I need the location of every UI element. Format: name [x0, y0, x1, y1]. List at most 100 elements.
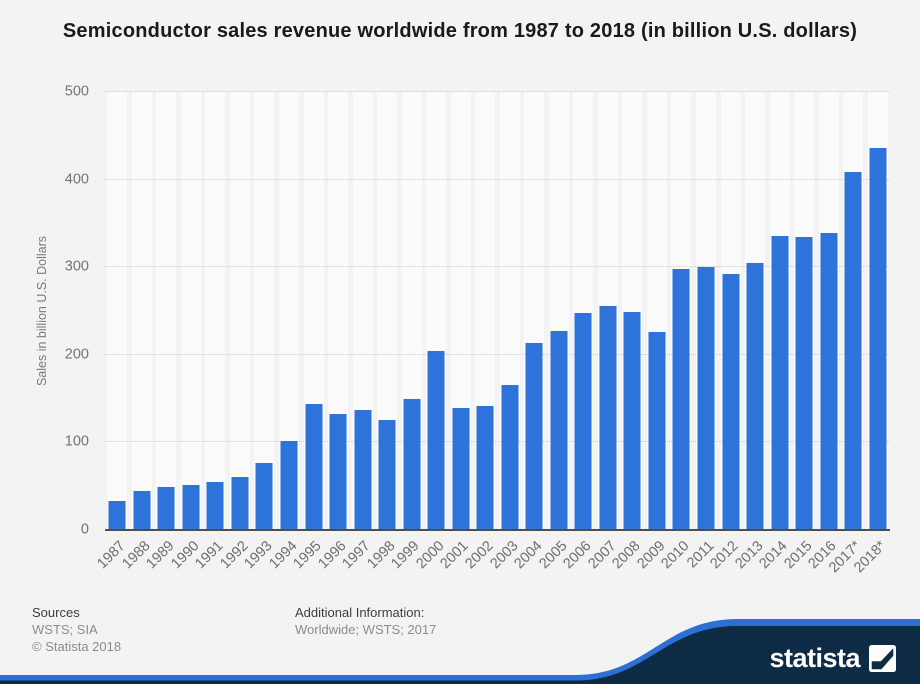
- bar-1988[interactable]: [133, 490, 151, 530]
- column-2015: 2015: [781, 92, 817, 572]
- bar-2000[interactable]: [427, 351, 445, 530]
- column-2002: 2002: [462, 92, 498, 572]
- column-band: [131, 92, 152, 530]
- column-2014: 2014: [757, 92, 792, 572]
- bar-2005[interactable]: [550, 331, 568, 530]
- y-axis-title: Sales in billion U.S. Dollars: [35, 235, 49, 387]
- column-1987: 1987: [94, 92, 130, 572]
- bar-1998[interactable]: [378, 419, 396, 530]
- gridline-200: 200: [65, 346, 890, 362]
- bar-2016[interactable]: [820, 233, 838, 530]
- column-2017-est: 2017*: [826, 92, 866, 576]
- plot-area: Sales in billion U.S. Dollars 0 100 200 300…: [35, 83, 890, 576]
- column-1999: 1999: [389, 92, 424, 572]
- bar-2015[interactable]: [795, 236, 813, 530]
- additional-info-value: Worldwide; WSTS; 2017: [295, 622, 437, 637]
- column-1997: 1997: [340, 92, 375, 572]
- bar-2013[interactable]: [746, 262, 764, 530]
- y-tick-label-100: 100: [64, 433, 89, 450]
- column-1992: 1992: [217, 92, 253, 572]
- column-2006: 2006: [561, 92, 596, 572]
- statista-wordmark: statista: [769, 643, 860, 673]
- bar-columns: 1987 1988 1989 1990 1991 1992 1993 1994 1995 1996…: [94, 92, 890, 576]
- bar-1992[interactable]: [231, 477, 249, 530]
- gridline-300: 300: [65, 259, 890, 275]
- column-2012: 2012: [708, 92, 743, 572]
- column-2004: 2004: [511, 92, 547, 572]
- sources-label: Sources: [32, 605, 80, 620]
- column-band: [156, 92, 177, 530]
- chart-title: Semiconductor sales revenue worldwide fr…: [62, 20, 858, 42]
- column-2000: 2000: [413, 92, 449, 572]
- y-tick-label-400: 400: [64, 170, 89, 187]
- bar-1994[interactable]: [280, 440, 298, 530]
- bar-1999[interactable]: [403, 399, 421, 530]
- bar-1990[interactable]: [182, 485, 200, 530]
- column-2009: 2009: [634, 92, 670, 572]
- column-2001: 2001: [438, 92, 473, 572]
- bar-1995[interactable]: [305, 403, 323, 530]
- statista-square-icon: [869, 645, 896, 672]
- bar-2004[interactable]: [525, 343, 543, 530]
- column-band: [107, 92, 128, 530]
- y-tick-label-0: 0: [80, 521, 89, 538]
- additional-info-block: Additional Information: Worldwide; WSTS;…: [295, 604, 436, 638]
- column-2005: 2005: [536, 92, 572, 572]
- bar-2009[interactable]: [648, 332, 666, 530]
- bar-1989[interactable]: [157, 487, 175, 530]
- bar-2008[interactable]: [623, 311, 641, 530]
- column-1995: 1995: [291, 92, 326, 572]
- y-tick-label-300: 300: [64, 258, 89, 275]
- bar-2017-est[interactable]: [844, 171, 862, 530]
- bar-2011[interactable]: [697, 267, 715, 530]
- column-2011: 2011: [684, 92, 719, 571]
- column-1988: 1988: [119, 92, 155, 572]
- bar-1993[interactable]: [255, 462, 273, 530]
- column-1998: 1998: [364, 92, 400, 572]
- bar-2007[interactable]: [599, 305, 617, 530]
- column-2013: 2013: [732, 92, 768, 572]
- footer-wave-decoration: [0, 619, 920, 684]
- column-band: [180, 92, 201, 530]
- y-tick-label-200: 200: [64, 346, 89, 363]
- bar-2010[interactable]: [672, 268, 690, 530]
- sources-block: Sources WSTS; SIA © Statista 2018: [32, 604, 121, 655]
- column-2018-est: 2018*: [851, 92, 890, 576]
- column-1994: 1994: [266, 92, 302, 572]
- copyright: © Statista 2018: [32, 639, 122, 654]
- sources-value: WSTS; SIA: [32, 622, 98, 637]
- column-band: [229, 92, 250, 530]
- bar-2001[interactable]: [452, 408, 470, 530]
- bar-2006[interactable]: [574, 312, 592, 530]
- y-tick-label-500: 500: [64, 83, 89, 100]
- column-band: [205, 92, 226, 530]
- bar-2012[interactable]: [722, 274, 740, 530]
- column-2010: 2010: [659, 92, 694, 572]
- column-band: [254, 92, 275, 530]
- bar-1991[interactable]: [206, 481, 224, 530]
- column-1990: 1990: [168, 92, 204, 572]
- column-2016: 2016: [806, 92, 841, 572]
- bar-2003[interactable]: [501, 384, 519, 530]
- column-1989: 1989: [144, 92, 179, 572]
- additional-info-label: Additional Information:: [295, 605, 425, 620]
- gridline-500: 500: [65, 83, 890, 99]
- wave-navy-shape: [0, 626, 920, 684]
- bar-2014[interactable]: [771, 235, 789, 530]
- gridline-100: 100: [65, 434, 890, 450]
- bar-2018-est[interactable]: [869, 148, 887, 530]
- statista-logo[interactable]: statista: [769, 645, 896, 672]
- bar-2002[interactable]: [476, 406, 494, 530]
- column-2008: 2008: [610, 92, 645, 572]
- x-axis-baseline: [105, 529, 890, 531]
- bar-1987[interactable]: [108, 501, 126, 530]
- column-2007: 2007: [585, 92, 621, 572]
- column-1996: 1996: [315, 92, 351, 572]
- bar-1996[interactable]: [329, 414, 347, 530]
- gridline-400: 400: [65, 171, 890, 187]
- column-1991: 1991: [193, 92, 228, 572]
- column-1993: 1993: [242, 92, 277, 572]
- column-2003: 2003: [487, 92, 523, 572]
- column-band: [278, 92, 299, 530]
- bar-1997[interactable]: [354, 410, 372, 530]
